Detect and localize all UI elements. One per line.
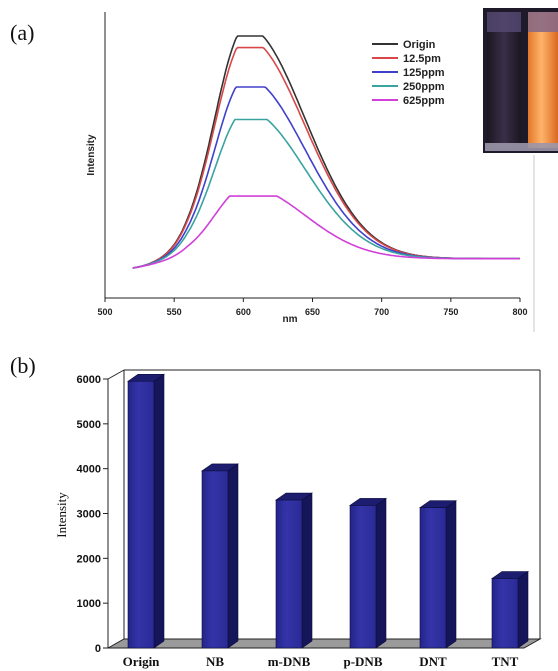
bar-front-face bbox=[419, 507, 447, 649]
bar-y-axis-label: Intensity bbox=[54, 492, 69, 538]
inset-base bbox=[485, 143, 558, 151]
dark-cuvette-cap bbox=[487, 12, 521, 32]
spectrum-x-tick-label: 700 bbox=[374, 307, 389, 317]
legend-label: 12.5pm bbox=[403, 53, 441, 65]
dark-cuvette bbox=[487, 12, 521, 148]
bar-Origin bbox=[127, 373, 165, 649]
bar-y-tick-label: 2000 bbox=[77, 553, 101, 565]
fluorescent-cuvette-cap bbox=[528, 12, 558, 32]
bar-y-tick-label: 6000 bbox=[77, 374, 101, 386]
fluorescent-cuvette bbox=[528, 12, 558, 148]
spectrum-x-tick-label: 750 bbox=[443, 307, 458, 317]
bar-side-face bbox=[301, 492, 313, 649]
bar-3d-frame bbox=[106, 369, 542, 649]
legend-label: 125ppm bbox=[403, 67, 445, 79]
spectrum-x-tick-label: 500 bbox=[97, 307, 112, 317]
spectrum-line-12.5pm bbox=[132, 46, 520, 269]
bar-y-tick-label: 3000 bbox=[77, 509, 101, 521]
bar-category-label: p-DNB bbox=[343, 654, 382, 669]
bar-front-face bbox=[201, 470, 229, 649]
bar-front-face bbox=[349, 505, 377, 649]
spectrum-x-tick-label: 800 bbox=[512, 307, 527, 317]
bar-category-label: m-DNB bbox=[268, 654, 311, 669]
spectrum-line-625ppm bbox=[132, 195, 520, 269]
bar-side-face bbox=[445, 500, 457, 649]
spectrum-x-tick-label: 600 bbox=[236, 307, 251, 317]
panel-b-label: (b) bbox=[10, 353, 36, 378]
cuvette-photo-inset bbox=[483, 8, 558, 153]
bar-side-face bbox=[153, 373, 165, 649]
bar-m-DNB bbox=[275, 492, 313, 649]
bar-y-tick-label: 5000 bbox=[77, 419, 101, 431]
bar-series bbox=[127, 373, 529, 649]
bar-y-tick-label: 4000 bbox=[77, 464, 101, 476]
legend-label: 625ppm bbox=[403, 95, 445, 107]
bar-side-face bbox=[517, 570, 529, 649]
legend-label: 250ppm bbox=[403, 81, 445, 93]
bar-NB bbox=[201, 463, 239, 649]
bar-front-face bbox=[275, 499, 303, 649]
bar-y-tick-label: 0 bbox=[95, 643, 101, 655]
bar-category-label: NB bbox=[206, 654, 224, 669]
legend-label: Origin bbox=[403, 39, 436, 51]
spectrum-x-tick-label: 550 bbox=[167, 307, 182, 317]
spectrum-legend: Origin 12.5pm 125ppm 250ppm 625ppm bbox=[372, 39, 445, 107]
spectrum-panel: (a) 500 550 600 650 700 750 800 Intensity nm O… bbox=[10, 8, 558, 332]
spectrum-curves bbox=[132, 35, 520, 269]
bar-side-face bbox=[375, 497, 387, 649]
spectrum-line-125ppm bbox=[132, 86, 520, 269]
bar-category-label: DNT bbox=[419, 654, 447, 669]
bar-side-face bbox=[227, 463, 239, 649]
bar-p-DNB bbox=[349, 497, 387, 649]
bar-panel: (b) Intensity 0100020003000400050006000 … bbox=[10, 353, 542, 669]
bar-DNT bbox=[419, 500, 457, 649]
spectrum-line-250ppm bbox=[132, 118, 520, 269]
spectrum-x-tick-label: 650 bbox=[305, 307, 320, 317]
bar-TNT bbox=[491, 570, 529, 649]
bar-category-labels: Origin NB m-DNB p-DNB DNT TNT bbox=[123, 654, 519, 669]
spectrum-line-Origin bbox=[132, 35, 520, 269]
spectrum-y-axis-label: Intensity bbox=[86, 134, 97, 176]
spectrum-x-ticks: 500 550 600 650 700 750 800 bbox=[97, 298, 528, 317]
bar-category-label: TNT bbox=[492, 654, 519, 669]
bar-front-face bbox=[127, 380, 155, 649]
bar-front-face bbox=[491, 578, 519, 649]
bar-floor bbox=[106, 638, 542, 649]
panel-a-label: (a) bbox=[10, 20, 34, 45]
spectrum-x-axis-label: nm bbox=[283, 314, 298, 325]
bar-y-ticks: 0 1000 2000 3000 4000 5000 6000 bbox=[77, 374, 108, 655]
bar-category-label: Origin bbox=[123, 654, 161, 669]
bar-y-tick-label: 1000 bbox=[77, 598, 101, 610]
